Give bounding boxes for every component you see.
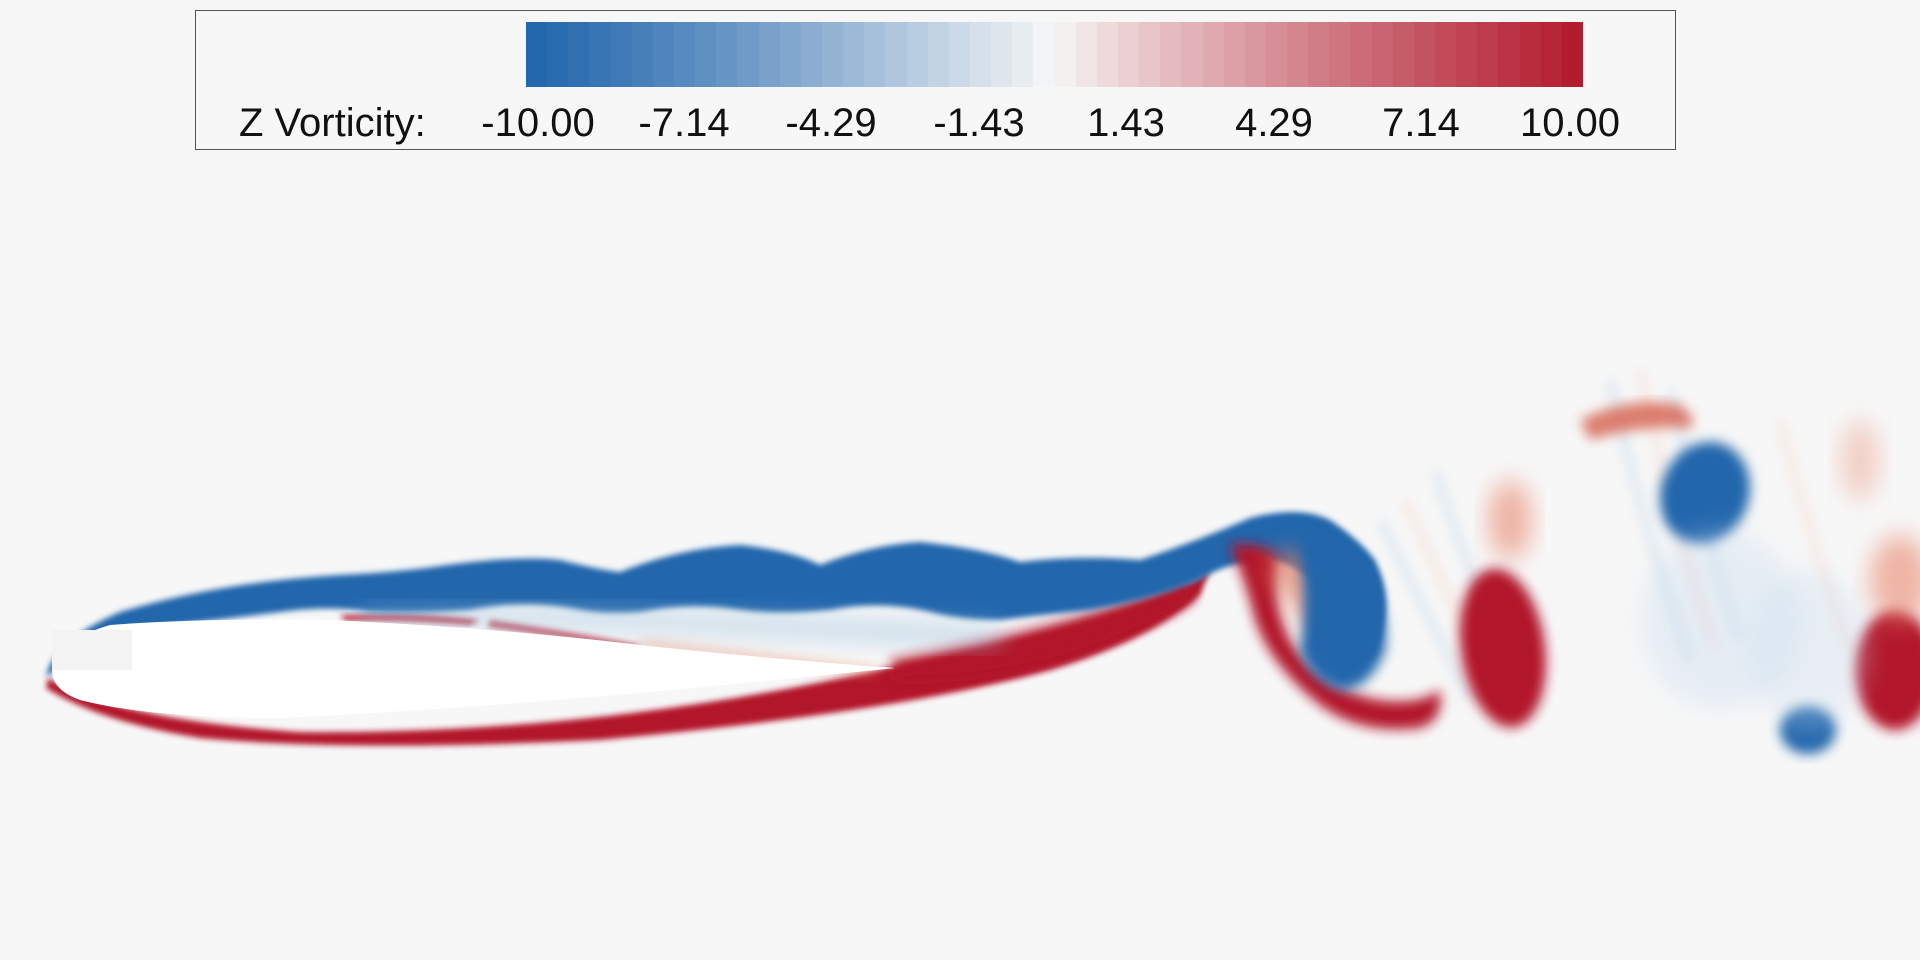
colorbar-legend: Z Vorticity: -10.00 -7.14 -4.29 -1.43 1.… xyxy=(195,10,1676,150)
colorbar-band xyxy=(1244,22,1266,87)
colorbar-band xyxy=(1287,22,1309,87)
tick-label: 1.43 xyxy=(1087,101,1165,145)
colorbar-band xyxy=(1477,22,1499,87)
colorbar-band xyxy=(1202,22,1224,87)
colorbar-band xyxy=(716,22,738,87)
colorbar-band xyxy=(1075,22,1097,87)
wake-vortices xyxy=(1230,402,1920,754)
colorbar xyxy=(526,22,1584,87)
colorbar-band xyxy=(885,22,907,87)
colorbar-band xyxy=(1308,22,1330,87)
colorbar-band xyxy=(758,22,780,87)
colorbar-band xyxy=(1540,22,1562,87)
tick-label: -7.14 xyxy=(638,101,730,145)
legend-title: Z Vorticity: xyxy=(239,101,426,145)
colorbar-band xyxy=(1498,22,1520,87)
colorbar-band xyxy=(991,22,1013,87)
colorbar-band xyxy=(1117,22,1140,87)
colorbar-band xyxy=(800,22,822,87)
colorbar-band xyxy=(1054,22,1076,87)
colorbar-band xyxy=(1329,22,1351,87)
colorbar-band xyxy=(1371,22,1393,87)
colorbar-band xyxy=(610,22,632,87)
colorbar-band xyxy=(1413,22,1436,87)
airfoil xyxy=(52,619,895,718)
colorbar-band xyxy=(927,22,949,87)
colorbar-band xyxy=(1096,22,1118,87)
colorbar-band xyxy=(1519,22,1541,87)
colorbar-band xyxy=(547,22,569,87)
colorbar-band xyxy=(1392,22,1414,87)
colorbar-band xyxy=(1223,22,1245,87)
colorbar-band xyxy=(1160,22,1182,87)
colorbar-band xyxy=(843,22,865,87)
tick-label: -10.00 xyxy=(481,101,595,145)
colorbar-band xyxy=(1181,22,1203,87)
colorbar-band xyxy=(1139,22,1161,87)
colorbar-band xyxy=(695,22,717,87)
colorbar-band xyxy=(1012,22,1034,87)
colorbar-band xyxy=(526,22,548,87)
colorbar-band xyxy=(864,22,886,87)
tick-label: 4.29 xyxy=(1235,101,1313,145)
tick-label: 7.14 xyxy=(1382,101,1460,145)
colorbar-band xyxy=(673,22,696,87)
colorbar-band xyxy=(1435,22,1457,87)
colorbar-band xyxy=(821,22,844,87)
colorbar-band xyxy=(948,22,970,87)
tick-label: -1.43 xyxy=(933,101,1025,145)
colorbar-band xyxy=(1350,22,1372,87)
colorbar-band xyxy=(1265,22,1288,87)
tick-label: 10.00 xyxy=(1519,101,1621,145)
colorbar-band xyxy=(1033,22,1055,87)
airfoil-inner-block xyxy=(52,630,132,670)
colorbar-band xyxy=(779,22,801,87)
tick-label: -4.29 xyxy=(785,101,877,145)
colorbar-band xyxy=(906,22,928,87)
upper-shear-layer xyxy=(46,511,1387,676)
colorbar-band xyxy=(568,22,590,87)
colorbar-band xyxy=(631,22,653,87)
colorbar-band xyxy=(737,22,759,87)
colorbar-band xyxy=(589,22,611,87)
colorbar-band xyxy=(1561,22,1584,87)
colorbar-band xyxy=(1456,22,1478,87)
colorbar-band xyxy=(969,22,992,87)
colorbar-band xyxy=(652,22,674,87)
